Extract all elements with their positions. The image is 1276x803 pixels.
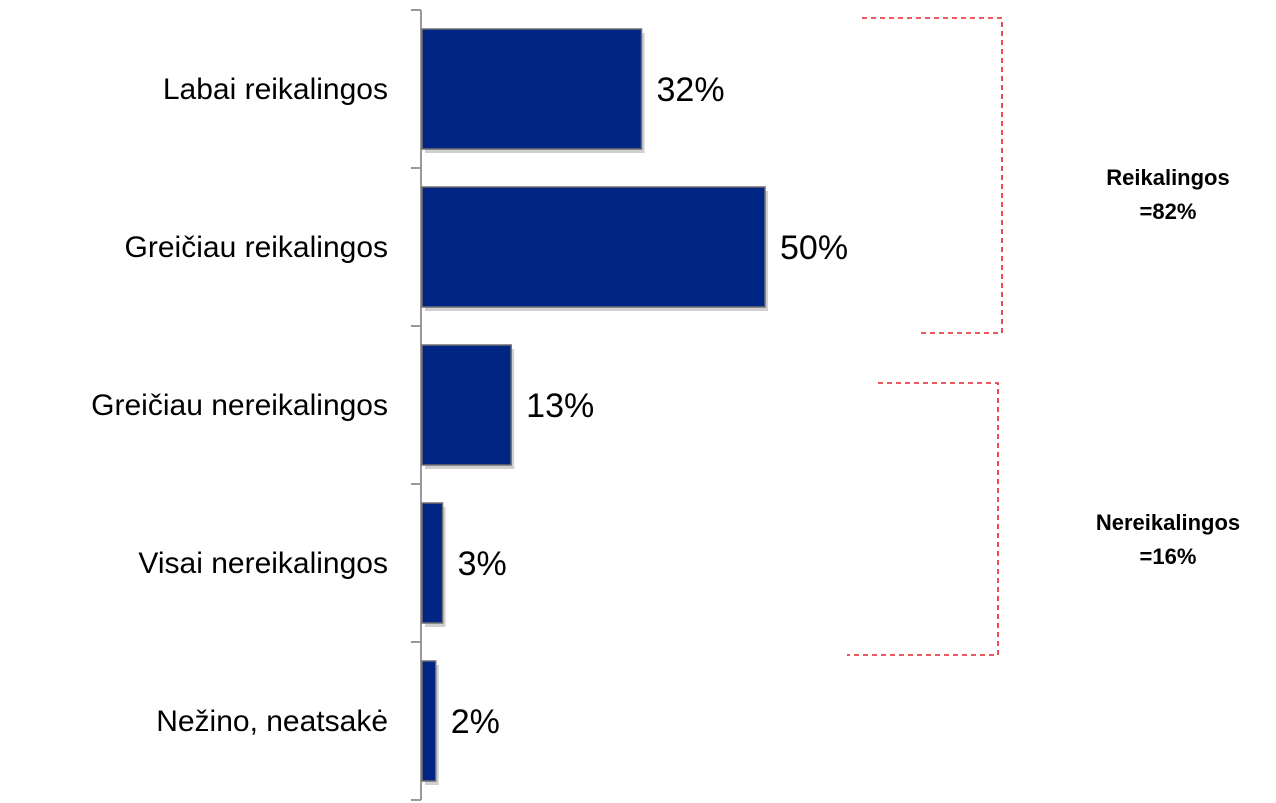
value-labels: 32% 50% 13% 3% 2% xyxy=(451,71,848,741)
group-bracket xyxy=(862,17,1003,334)
category-label: Visai nereikalingos xyxy=(138,547,388,580)
value-label: 2% xyxy=(451,703,500,741)
bar-1 xyxy=(421,28,643,150)
group-bracket xyxy=(847,382,999,656)
value-label: 50% xyxy=(780,229,848,267)
bar-2 xyxy=(421,186,766,308)
category-label: Greičiau reikalingos xyxy=(125,231,388,264)
group-label-title: Nereikalingos xyxy=(1096,510,1240,535)
bar-4 xyxy=(421,502,444,624)
group-labels: Reikalingos =82% Nereikalingos =16% xyxy=(1096,165,1240,569)
bar-3 xyxy=(421,344,512,466)
axis-ticks xyxy=(411,9,421,801)
group-label-title: Reikalingos xyxy=(1106,165,1229,190)
category-label: Nežino, neatsakė xyxy=(156,705,388,738)
group-label-total: =16% xyxy=(1140,544,1197,569)
value-label: 13% xyxy=(526,387,594,425)
bar-5 xyxy=(421,660,437,782)
value-label: 32% xyxy=(657,71,725,109)
category-labels: Labai reikalingos Greičiau reikalingos Gre… xyxy=(91,73,388,738)
value-label: 3% xyxy=(458,545,507,583)
group-label-total: =82% xyxy=(1140,199,1197,224)
group-brackets xyxy=(847,17,1003,656)
bars-group xyxy=(421,28,768,785)
category-label: Greičiau nereikalingos xyxy=(91,389,388,422)
category-label: Labai reikalingos xyxy=(163,73,388,106)
